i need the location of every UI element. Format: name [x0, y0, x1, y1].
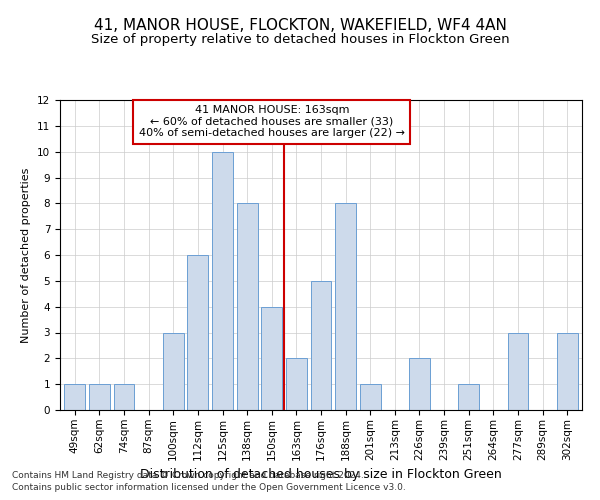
Bar	[557, 332, 578, 410]
Bar	[212, 152, 233, 410]
Bar	[508, 332, 529, 410]
Bar	[187, 255, 208, 410]
Bar	[113, 384, 134, 410]
Bar	[261, 306, 282, 410]
Bar	[311, 281, 331, 410]
Text: 41 MANOR HOUSE: 163sqm
← 60% of detached houses are smaller (33)
40% of semi-det: 41 MANOR HOUSE: 163sqm ← 60% of detached…	[139, 105, 405, 138]
Y-axis label: Number of detached properties: Number of detached properties	[22, 168, 31, 342]
Text: Contains public sector information licensed under the Open Government Licence v3: Contains public sector information licen…	[12, 484, 406, 492]
Bar	[64, 384, 85, 410]
Bar	[236, 204, 257, 410]
Text: Contains HM Land Registry data © Crown copyright and database right 2024.: Contains HM Land Registry data © Crown c…	[12, 471, 364, 480]
Bar	[458, 384, 479, 410]
Bar	[89, 384, 110, 410]
X-axis label: Distribution of detached houses by size in Flockton Green: Distribution of detached houses by size …	[140, 468, 502, 481]
Bar	[360, 384, 381, 410]
Bar	[335, 204, 356, 410]
Bar	[286, 358, 307, 410]
Text: 41, MANOR HOUSE, FLOCKTON, WAKEFIELD, WF4 4AN: 41, MANOR HOUSE, FLOCKTON, WAKEFIELD, WF…	[94, 18, 506, 32]
Bar	[163, 332, 184, 410]
Text: Size of property relative to detached houses in Flockton Green: Size of property relative to detached ho…	[91, 32, 509, 46]
Bar	[409, 358, 430, 410]
